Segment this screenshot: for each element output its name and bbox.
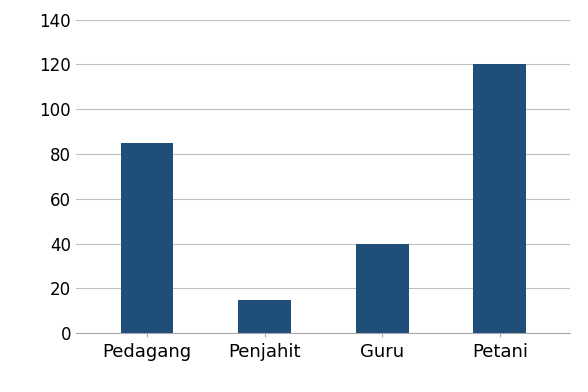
- Bar: [238, 299, 291, 333]
- Bar: [121, 143, 173, 333]
- Bar: [473, 64, 526, 333]
- Bar: [356, 243, 409, 333]
